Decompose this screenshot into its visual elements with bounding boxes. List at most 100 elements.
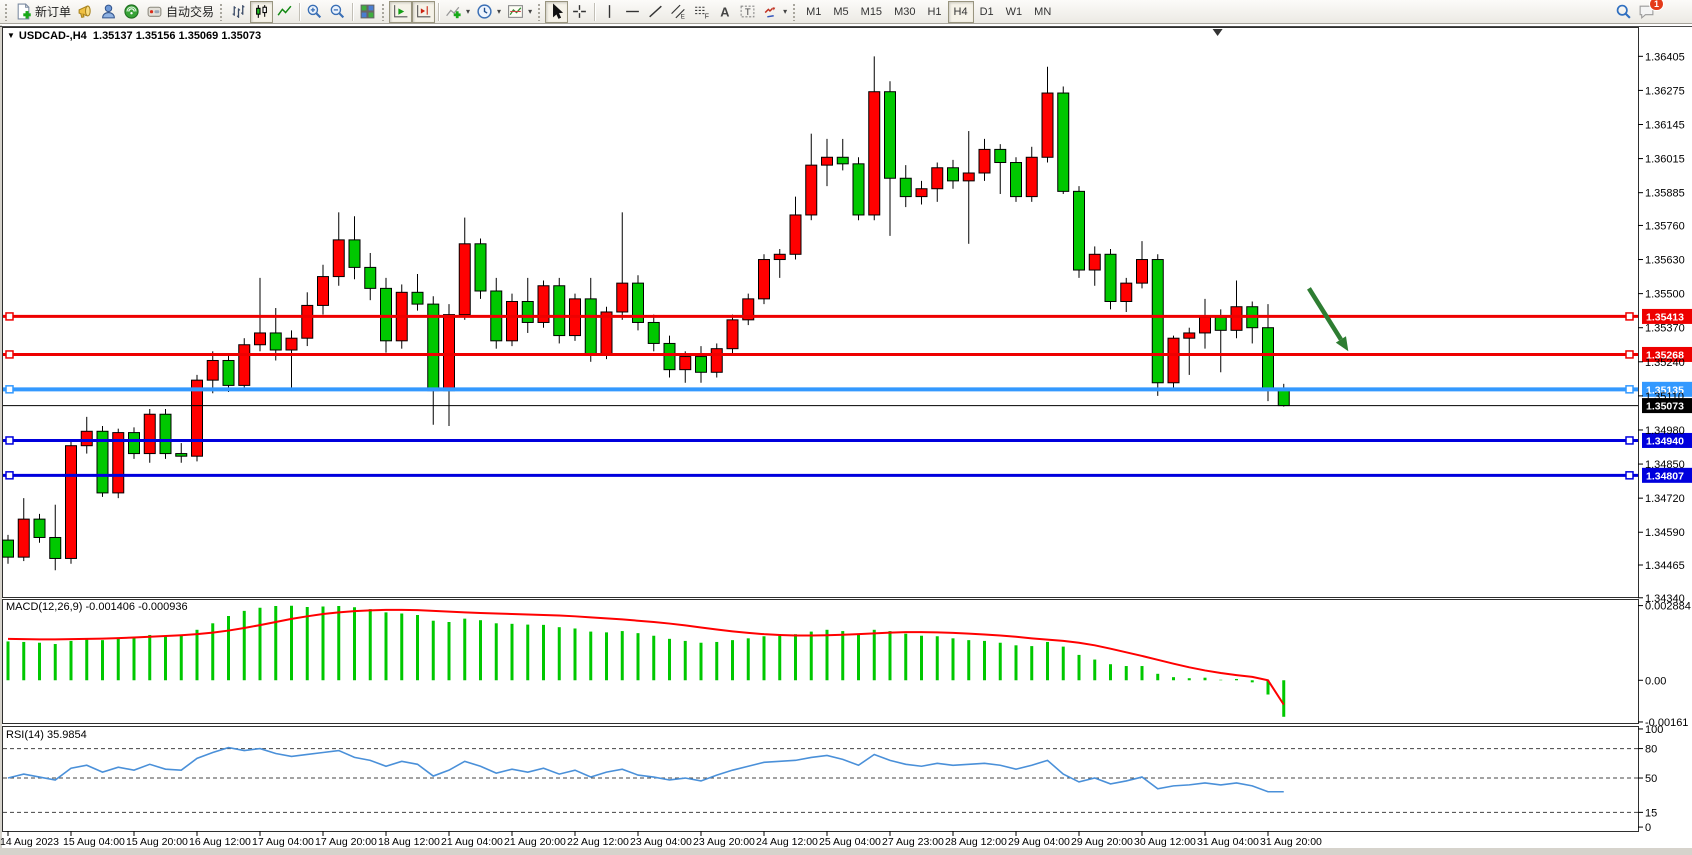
svg-text:22 Aug 12:00: 22 Aug 12:00 xyxy=(567,836,629,848)
search-button[interactable] xyxy=(1612,1,1635,23)
autotrading-icon xyxy=(147,6,162,17)
timeframe-h4-button[interactable]: H4 xyxy=(947,0,974,23)
search-icon xyxy=(1616,4,1631,19)
chart-shift-button[interactable] xyxy=(412,0,436,23)
arrows-button[interactable]: ▾ xyxy=(759,1,790,23)
line-handle xyxy=(5,471,14,480)
candlestick-chart-button[interactable] xyxy=(250,0,274,23)
horizontal-price-line-1.34940[interactable]: 1.34940 xyxy=(3,432,1692,448)
zoom-out-icon xyxy=(330,4,345,19)
horizontal-line-button[interactable] xyxy=(621,1,644,23)
toolbar-grip[interactable] xyxy=(219,2,224,21)
price-line-label-box xyxy=(1642,346,1692,362)
svg-text:100: 100 xyxy=(1645,724,1663,736)
toolbar-grip[interactable] xyxy=(4,2,8,21)
auto-scroll-icon xyxy=(394,5,408,18)
dropdown-caret-icon: ▾ xyxy=(783,7,788,16)
timeframe-m1-button[interactable]: M1 xyxy=(800,1,827,23)
toolbar-grip[interactable] xyxy=(381,2,386,21)
line-chart-button[interactable] xyxy=(273,1,296,23)
arrow-objects-icon xyxy=(764,7,776,18)
price-line-label-box xyxy=(1642,432,1692,448)
tile-windows-button[interactable] xyxy=(356,1,379,23)
timeframe-w1-button[interactable]: W1 xyxy=(1000,1,1029,23)
periods-button[interactable]: ▾ xyxy=(473,1,504,23)
svg-text:1.35370: 1.35370 xyxy=(1645,323,1685,335)
svg-text:14 Aug 2023: 14 Aug 2023 xyxy=(0,836,59,848)
notifications-button[interactable]: 1 xyxy=(1635,0,1664,23)
svg-text:1.35268: 1.35268 xyxy=(1646,349,1684,361)
timeframe-m5-button[interactable]: M5 xyxy=(827,1,854,23)
templates-button[interactable]: ▾ xyxy=(504,1,535,23)
megaphone-button[interactable] xyxy=(74,1,97,23)
rsi-line xyxy=(7,746,1284,793)
equidistant-channel-button[interactable]: E xyxy=(667,1,690,23)
zoom-in-icon xyxy=(307,4,322,19)
cursor-button[interactable] xyxy=(545,0,569,23)
megaphone-icon xyxy=(78,5,91,18)
signals-button[interactable] xyxy=(120,1,143,23)
chart-shift-marker[interactable] xyxy=(1212,29,1223,36)
text-label-button[interactable]: T xyxy=(736,1,759,23)
autotrading-button[interactable]: 自动交易 xyxy=(143,1,217,23)
svg-text:1.35630: 1.35630 xyxy=(1645,255,1685,267)
macd-pane xyxy=(2,599,1639,724)
horizontal-price-line-1.35413[interactable]: 1.35413 xyxy=(3,308,1692,324)
time-axis: 14 Aug 2023 15 Aug 04:00 15 Aug 20:00 16 Au… xyxy=(0,831,1322,848)
zoom-out-button[interactable] xyxy=(326,1,349,23)
timeframe-h1-button[interactable]: H1 xyxy=(921,1,947,23)
timeframe-m30-button[interactable]: M30 xyxy=(888,1,921,23)
svg-text:17 Aug 04:00: 17 Aug 04:00 xyxy=(252,836,314,848)
vertical-line-button[interactable] xyxy=(598,1,621,23)
signal-orb-icon xyxy=(124,4,139,19)
crosshair-button[interactable] xyxy=(568,1,591,23)
indicators-button[interactable]: ▾ xyxy=(442,1,473,23)
bar-chart-button[interactable] xyxy=(227,1,250,23)
svg-text:1.35885: 1.35885 xyxy=(1645,188,1685,200)
timeframe-d1-button[interactable]: D1 xyxy=(974,1,1000,23)
tile-windows-icon xyxy=(360,4,375,19)
svg-text:0.00: 0.00 xyxy=(1645,675,1666,687)
symbol-collapse-icon[interactable]: ▼ xyxy=(7,31,15,40)
svg-text:31 Aug 04:00: 31 Aug 04:00 xyxy=(1197,836,1259,848)
indicators-icon xyxy=(446,6,461,19)
svg-text:1.36275: 1.36275 xyxy=(1645,85,1685,97)
new-order-button[interactable]: 新订单 xyxy=(12,1,74,23)
macd-indicator-label: MACD(12,26,9) -0.001406 -0.000936 xyxy=(6,601,188,613)
trendline-button[interactable] xyxy=(644,1,667,23)
trendline-icon xyxy=(649,5,662,18)
svg-text:T: T xyxy=(745,7,751,18)
community-button[interactable] xyxy=(97,1,120,23)
svg-text:29 Aug 04:00: 29 Aug 04:00 xyxy=(1008,836,1070,848)
zoom-in-button[interactable] xyxy=(303,1,326,23)
timeframe-m15-button[interactable]: M15 xyxy=(855,1,888,23)
dropdown-caret-icon: ▾ xyxy=(528,7,533,16)
new-order-icon xyxy=(17,3,31,20)
macd-histogram xyxy=(6,605,1286,717)
horizontal-price-line-1.34807[interactable]: 1.34807 xyxy=(3,467,1692,483)
timeframe-mn-button[interactable]: MN xyxy=(1028,1,1057,23)
text-button[interactable]: A xyxy=(713,1,736,23)
new-order-label: 新订单 xyxy=(35,5,72,19)
toolbar-grip[interactable] xyxy=(792,2,797,21)
svg-text:1.36405: 1.36405 xyxy=(1645,51,1685,63)
clock-icon xyxy=(477,4,492,19)
svg-text:1.35073: 1.35073 xyxy=(1646,401,1684,413)
current-price-line: 1.35073 xyxy=(3,398,1692,414)
candlestick-series xyxy=(2,56,1290,571)
horizontal-price-line-1.35268[interactable]: 1.35268 xyxy=(3,346,1692,362)
line-handle xyxy=(1625,312,1634,321)
price-chart-canvas[interactable]: 1.35413 1.35268 1.35135 1.34940 1.34807 1.350… xyxy=(0,25,1692,855)
toolbar-separator xyxy=(352,2,354,21)
line-handle xyxy=(5,385,14,394)
chart-symbol-label[interactable]: ▼ USDCAD-,H4 1.35137 1.35156 1.35069 1.35… xyxy=(7,30,261,42)
svg-text:50: 50 xyxy=(1645,773,1657,785)
auto-scroll-button[interactable] xyxy=(389,0,413,23)
trend-arrow-annotation[interactable] xyxy=(1307,287,1349,352)
toolbar-grip[interactable] xyxy=(537,2,542,21)
fibonacci-button[interactable]: F xyxy=(690,1,713,23)
horizontal-price-line-1.35135[interactable]: 1.35135 xyxy=(3,381,1692,397)
svg-text:24 Aug 12:00: 24 Aug 12:00 xyxy=(756,836,818,848)
fibonacci-icon: F xyxy=(695,6,709,20)
